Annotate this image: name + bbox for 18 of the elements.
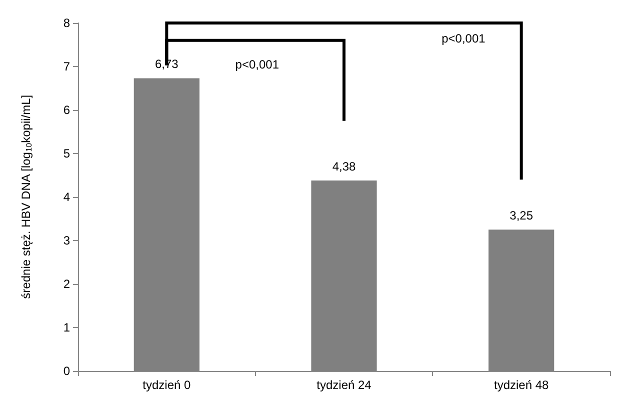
y-tick-label: 6 <box>63 103 70 117</box>
data-label: 6,73 <box>154 57 179 72</box>
y-tick-label: 7 <box>63 60 70 74</box>
data-label: 4,38 <box>332 159 356 174</box>
annotation: p<0,001 <box>235 58 280 72</box>
y-tick-label: 8 <box>63 16 70 30</box>
y-tick-label: 2 <box>63 277 70 291</box>
y-tick-label: 1 <box>63 320 70 334</box>
x-tick-label: tydzień 48 <box>494 378 550 392</box>
y-tick-label: 0 <box>63 364 70 378</box>
data-label: 3,25 <box>510 208 534 223</box>
y-tick-label: 4 <box>63 190 70 204</box>
annotation: p<0,001 <box>442 32 486 46</box>
y-tick-label: 5 <box>63 146 70 160</box>
y-tick-label: 3 <box>63 234 70 248</box>
x-tick-label: tydzień 24 <box>316 378 372 392</box>
x-tick-label: tydzień 0 <box>142 378 192 392</box>
y-axis-title: średnie stęż. HBV DNA [log10kopii/mL] <box>19 94 34 299</box>
